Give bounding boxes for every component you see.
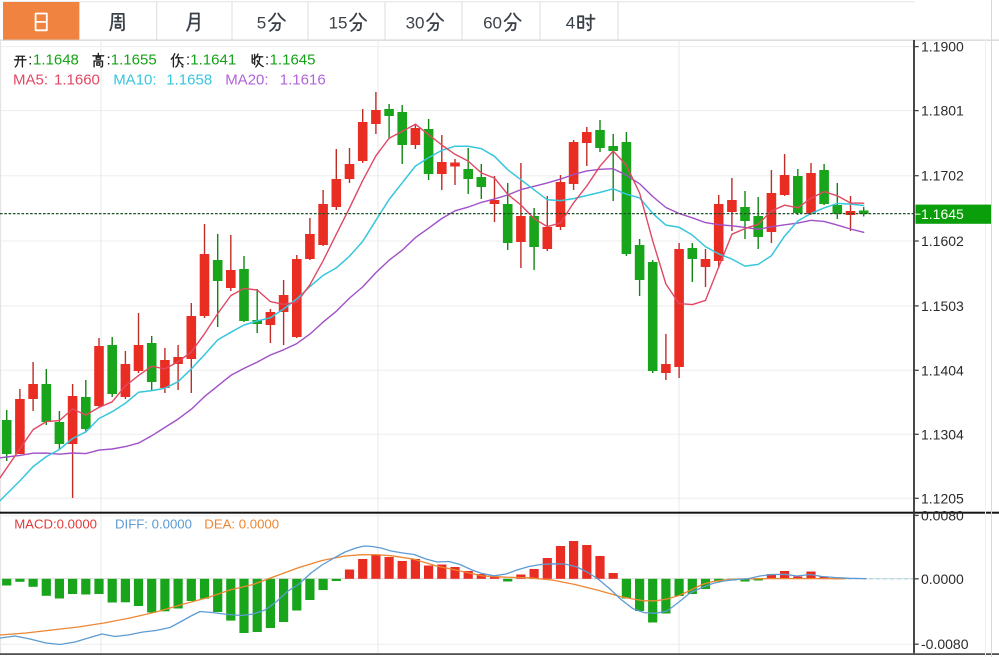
svg-text:DEA: 0.0000: DEA: 0.0000 <box>204 516 279 531</box>
svg-text:1.1648: 1.1648 <box>33 52 79 69</box>
svg-text:1.1801: 1.1801 <box>921 103 964 119</box>
svg-text:15: 15 <box>329 14 348 33</box>
svg-text:DIFF: 0.0000: DIFF: 0.0000 <box>115 516 192 531</box>
svg-text:0.0000: 0.0000 <box>921 571 964 587</box>
svg-text:5: 5 <box>257 14 266 33</box>
svg-text:1.1660: 1.1660 <box>54 71 100 88</box>
svg-text:MA5:: MA5: <box>13 71 48 88</box>
svg-text:1.1205: 1.1205 <box>921 490 964 506</box>
svg-text:1.1655: 1.1655 <box>111 52 157 69</box>
svg-text:60: 60 <box>483 14 502 33</box>
svg-text:MA20:: MA20: <box>225 71 268 88</box>
svg-text:MACD:0.0000: MACD:0.0000 <box>14 516 97 531</box>
svg-text:1.1702: 1.1702 <box>921 168 964 184</box>
svg-text:1.1616: 1.1616 <box>280 71 326 88</box>
svg-text::: : <box>28 52 32 69</box>
svg-text:0.0080: 0.0080 <box>921 507 964 523</box>
svg-text:1.1304: 1.1304 <box>921 426 964 442</box>
svg-text::: : <box>107 52 111 69</box>
svg-text:1.1404: 1.1404 <box>921 362 964 378</box>
svg-text::: : <box>265 52 269 69</box>
svg-text:4: 4 <box>566 14 575 33</box>
svg-text:30: 30 <box>406 14 425 33</box>
svg-text:1.1602: 1.1602 <box>921 233 964 249</box>
svg-text::: : <box>186 52 190 69</box>
svg-text:1.1503: 1.1503 <box>921 298 964 314</box>
svg-text:1.1645: 1.1645 <box>270 52 316 69</box>
svg-text:-0.0080: -0.0080 <box>921 636 969 652</box>
svg-text:1.1900: 1.1900 <box>921 39 964 55</box>
svg-text:1.1645: 1.1645 <box>921 206 964 222</box>
svg-text:1.1658: 1.1658 <box>166 71 212 88</box>
svg-text:MA10:: MA10: <box>113 71 156 88</box>
svg-text:1.1641: 1.1641 <box>190 52 236 69</box>
